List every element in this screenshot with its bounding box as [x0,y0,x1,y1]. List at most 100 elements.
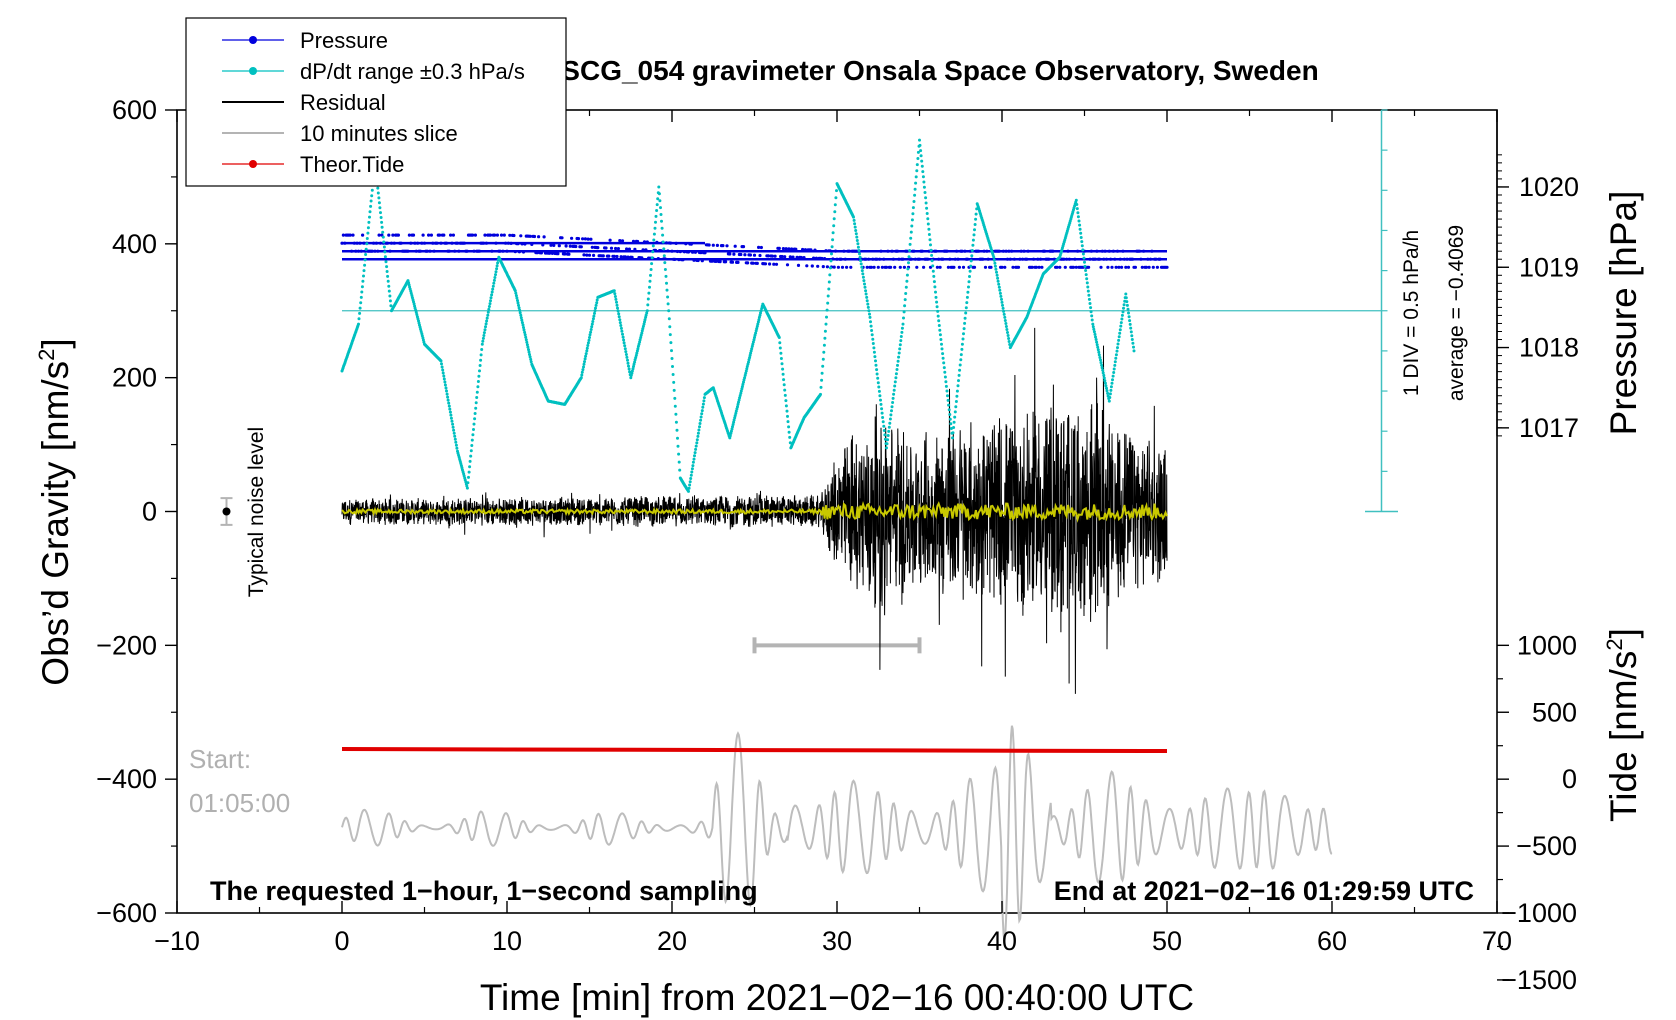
pressure-point [1133,265,1137,269]
pressure-point [1120,265,1124,269]
dpdt-point [449,413,453,417]
dpdt-point [828,273,832,277]
dpdt-point [1090,314,1094,318]
dpdt-point [654,214,658,218]
tide-axis-title-sup: 2 [1602,638,1627,650]
dpdt-point [1126,307,1130,311]
dpdt-point [1097,353,1101,357]
dpdt-point [946,398,950,402]
dpdt-point [890,405,894,409]
dpdt-point [998,291,1002,295]
dpdt-point [620,329,624,333]
dpdt-point [380,220,384,224]
pressure-point [615,254,619,259]
dpdt-point [481,339,485,343]
dpdt-point [1078,223,1082,227]
dpdt-point [888,417,892,421]
pressure-point [563,252,567,256]
pressure-point [557,244,561,248]
dpdt-point [634,353,638,357]
dpdt-point [1001,303,1004,307]
pressure-point [560,236,564,240]
dpdt-point [820,378,824,382]
dpdt-point [1086,285,1090,289]
dpdt-point [831,231,835,235]
pressure-point [759,245,764,250]
dpdt-point [826,301,830,305]
dpdt-point [485,316,489,320]
dpdt-point [1109,385,1113,389]
dpdt-point [618,321,622,325]
dpdt-point [1130,338,1134,341]
dpdt-point [520,318,524,322]
dpdt-point [696,431,700,435]
dpdt-point [494,270,498,274]
dpdt-point [924,196,928,200]
dpdt-point [643,318,647,322]
dpdt-point [854,229,858,232]
pressure-point [869,265,874,269]
dpdt-point [377,196,381,200]
dpdt-point [444,386,448,390]
x-tick-label: 40 [987,926,1017,956]
dpdt-point [621,335,625,339]
pressure-point [790,247,794,251]
dpdt-point [647,291,651,295]
dpdt-point [1112,371,1116,374]
dpdt-point [490,293,494,297]
dpdt-point [825,308,829,312]
y-tick-label-left: −200 [96,630,157,660]
dpdt-point [677,452,681,456]
dpdt-point [615,300,618,304]
dpdt-point [651,244,655,248]
dpdt-point [835,189,838,193]
dpdt-point [992,255,996,259]
dpdt-point [737,398,741,402]
dpdt-point [927,233,931,236]
dpdt-point [468,459,472,463]
dpdt-point [494,273,497,277]
dpdt-point [641,324,645,328]
dpdt-point [825,315,828,319]
dpdt-point [925,206,929,210]
dpdt-point [666,295,670,299]
pressure-point [567,252,571,256]
dpdt-point [748,353,752,357]
dpdt-point [697,428,701,432]
dpdt-point [892,388,896,392]
dpdt-point [858,255,862,259]
pressure-point [589,237,593,241]
pressure-point [471,233,475,237]
dpdt-point [466,481,470,485]
dpdt-point [1092,327,1096,331]
tide-tick-label: −1000 [1501,898,1577,928]
dpdt-point [896,363,899,367]
pressure-point [1165,265,1169,269]
pressure-point [596,246,600,250]
dpdt-point [930,253,934,257]
pressure-point [1099,265,1103,269]
dpdt-point [1132,349,1136,353]
dpdt-point [883,433,887,437]
x-tick-label: 0 [334,926,349,956]
dpdt-point [479,358,483,362]
pressure-point [502,233,506,237]
dpdt-point [667,317,671,321]
dpdt-point [367,220,371,224]
dpdt-point [688,483,692,487]
dpdt-point [1006,334,1010,337]
dpdt-point [779,351,783,355]
pressure-point [741,245,746,249]
dpdt-point [588,336,591,339]
dpdt-point [448,410,452,414]
pressure-point [583,237,588,241]
pressure-tick-label: 1020 [1519,172,1579,202]
dpdt-point [1100,366,1104,370]
dpdt-point [1129,330,1133,334]
dpdt-point [868,312,871,316]
dpdt-point [583,357,587,361]
pressure-point [564,244,568,248]
dpdt-point [890,409,893,413]
dpdt-point [585,349,589,353]
